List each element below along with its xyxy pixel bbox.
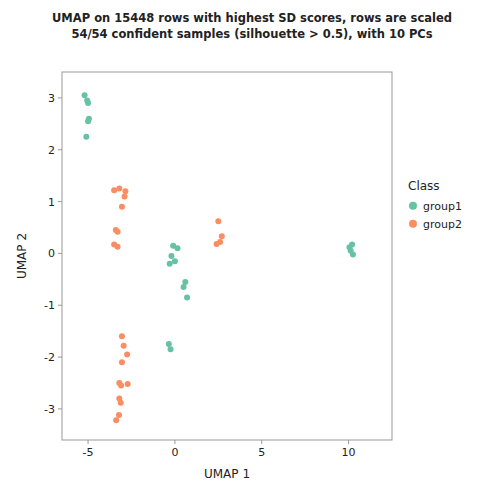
point: [349, 242, 355, 248]
chart-title: UMAP on 15448 rows with highest SD score…: [52, 11, 452, 41]
point: [167, 261, 173, 267]
legend-entry: group1: [423, 200, 462, 213]
point: [124, 351, 130, 357]
y-tick-label: -3: [44, 403, 55, 416]
y-tick-label: 0: [48, 247, 55, 260]
y-tick: [58, 305, 62, 306]
x-tick-label: 10: [342, 446, 356, 459]
point: [115, 229, 121, 235]
legend-entry: group2: [423, 218, 462, 231]
point: [215, 218, 221, 224]
point: [122, 193, 128, 199]
x-tick: [88, 440, 89, 444]
point: [172, 258, 178, 264]
legend-swatch: [409, 202, 417, 210]
y-tick-label: -2: [44, 351, 55, 364]
x-tick-label: 5: [258, 446, 265, 459]
x-tick-label: -5: [83, 446, 94, 459]
point: [118, 383, 124, 389]
point: [83, 134, 89, 140]
x-tick: [261, 440, 262, 444]
point: [350, 251, 356, 257]
x-axis-label: UMAP 1: [204, 467, 250, 481]
y-tick: [58, 97, 62, 98]
title-line: 54/54 confident samples (silhouette > 0.…: [71, 27, 432, 41]
point: [111, 187, 117, 193]
y-tick: [58, 357, 62, 358]
point: [85, 100, 91, 106]
point: [121, 343, 127, 349]
point: [168, 253, 174, 259]
y-tick-label: -1: [44, 299, 55, 312]
point: [113, 417, 119, 423]
y-tick: [58, 253, 62, 254]
point: [182, 279, 188, 285]
point: [122, 188, 128, 194]
point: [119, 204, 125, 210]
title-line: UMAP on 15448 rows with highest SD score…: [52, 11, 452, 25]
point: [166, 341, 172, 347]
legend: Class group1 group2: [408, 179, 462, 231]
point: [175, 245, 181, 251]
point: [214, 241, 220, 247]
chart-svg: UMAP on 15448 rows with highest SD score…: [0, 0, 504, 504]
points: [82, 92, 356, 423]
legend-swatch: [409, 220, 417, 228]
point: [181, 284, 187, 290]
point: [118, 400, 124, 406]
x-tick: [348, 440, 349, 444]
point: [125, 381, 131, 387]
y-tick-label: 3: [48, 92, 55, 105]
legend-title: Class: [408, 179, 440, 193]
y-tick: [58, 149, 62, 150]
y-tick-label: 2: [48, 144, 55, 157]
point: [119, 359, 125, 365]
y-tick: [58, 201, 62, 202]
point: [119, 333, 125, 339]
axes: -5 0 5 10 -3 -2 -1 0 1 2 3: [44, 92, 356, 459]
point: [219, 233, 225, 239]
point: [184, 294, 190, 300]
series-group1: [82, 92, 356, 352]
y-tick-label: 1: [48, 196, 55, 209]
point: [115, 244, 121, 250]
x-tick: [174, 440, 175, 444]
series-group2: [111, 186, 225, 424]
point: [82, 92, 88, 98]
plot-frame: [62, 72, 392, 440]
point: [116, 412, 122, 418]
point: [116, 186, 122, 192]
chart-container: UMAP on 15448 rows with highest SD score…: [0, 0, 504, 504]
y-tick: [58, 408, 62, 409]
point: [168, 346, 174, 352]
x-tick-label: 0: [171, 446, 178, 459]
y-axis-label: UMAP 2: [15, 233, 29, 279]
point: [85, 118, 91, 124]
